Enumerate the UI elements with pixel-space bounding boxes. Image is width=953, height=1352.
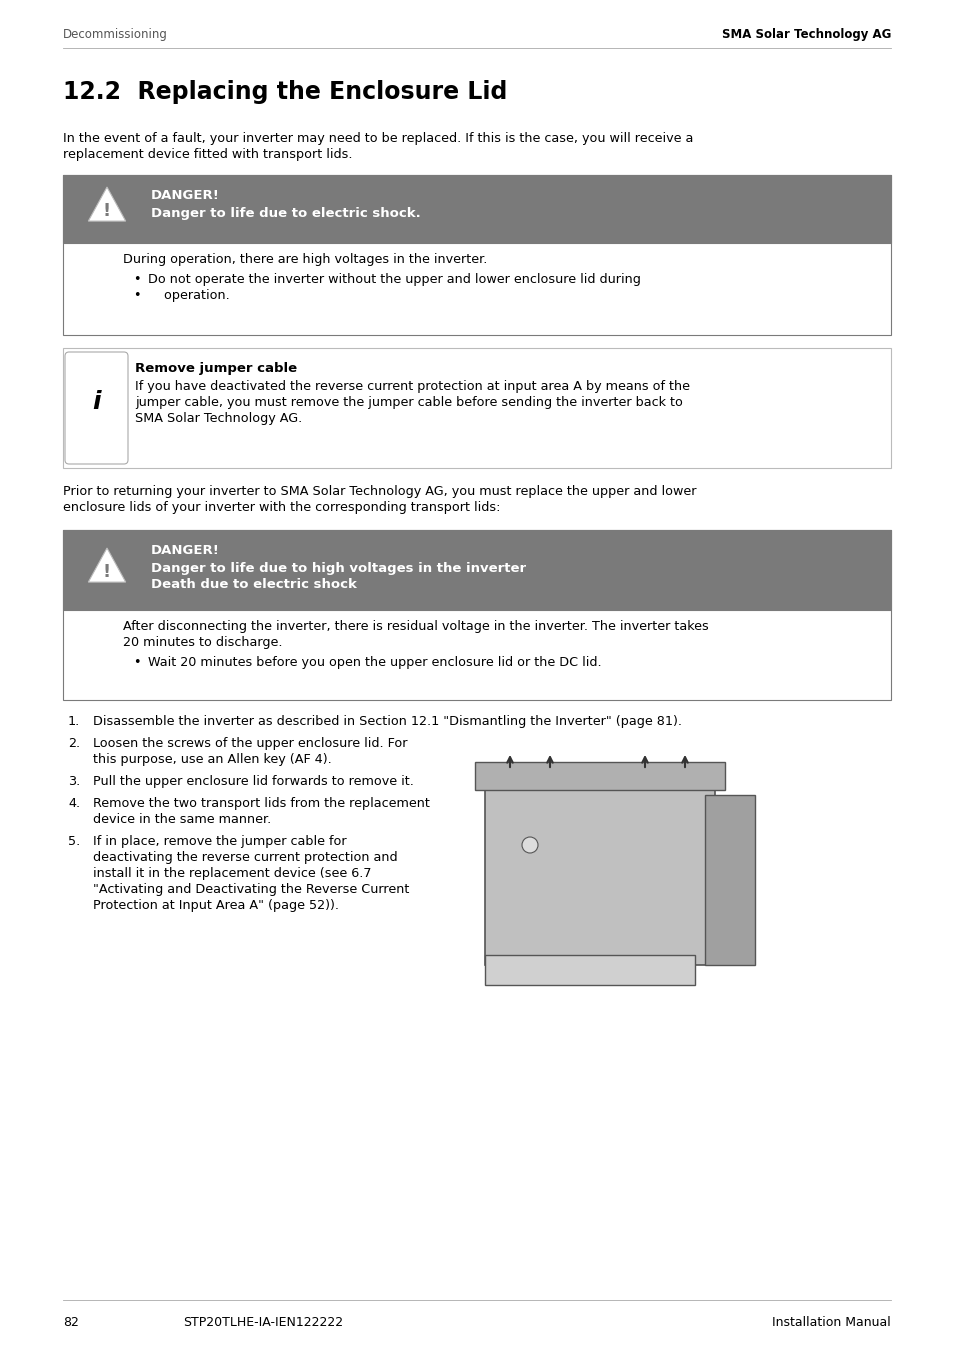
Text: If in place, remove the jumper cable for: If in place, remove the jumper cable for bbox=[92, 836, 346, 848]
Text: 3.: 3. bbox=[68, 775, 80, 788]
Bar bbox=[63, 530, 890, 700]
Text: Disassemble the inverter as described in Section 12.1 "Dismantling the Inverter": Disassemble the inverter as described in… bbox=[92, 715, 681, 727]
Text: In the event of a fault, your inverter may need to be replaced. If this is the c: In the event of a fault, your inverter m… bbox=[63, 132, 693, 145]
Text: SMA Solar Technology AG: SMA Solar Technology AG bbox=[720, 28, 890, 41]
Polygon shape bbox=[89, 548, 126, 583]
Bar bbox=[63, 530, 890, 610]
Bar bbox=[475, 763, 724, 790]
Bar bbox=[704, 795, 754, 965]
Text: Prior to returning your inverter to SMA Solar Technology AG, you must replace th: Prior to returning your inverter to SMA … bbox=[63, 485, 696, 498]
Text: Danger to life due to high voltages in the inverter: Danger to life due to high voltages in t… bbox=[151, 562, 525, 575]
Bar bbox=[484, 786, 714, 965]
Text: •: • bbox=[132, 289, 140, 301]
Text: !: ! bbox=[103, 201, 111, 220]
Polygon shape bbox=[89, 187, 126, 222]
Text: STP20TLHE-IA-IEN122222: STP20TLHE-IA-IEN122222 bbox=[183, 1315, 343, 1329]
Text: Wait 20 minutes before you open the upper enclosure lid or the DC lid.: Wait 20 minutes before you open the uppe… bbox=[148, 656, 601, 669]
Text: !: ! bbox=[103, 562, 111, 581]
Text: 20 minutes to discharge.: 20 minutes to discharge. bbox=[123, 635, 282, 649]
Text: jumper cable, you must remove the jumper cable before sending the inverter back : jumper cable, you must remove the jumper… bbox=[135, 396, 682, 410]
Text: If you have deactivated the reverse current protection at input area A by means : If you have deactivated the reverse curr… bbox=[135, 380, 689, 393]
Text: install it in the replacement device (see 6.7: install it in the replacement device (se… bbox=[92, 867, 371, 880]
Bar bbox=[63, 174, 890, 243]
FancyBboxPatch shape bbox=[65, 352, 128, 464]
Text: 12.2  Replacing the Enclosure Lid: 12.2 Replacing the Enclosure Lid bbox=[63, 80, 507, 104]
Text: this purpose, use an Allen key (AF 4).: this purpose, use an Allen key (AF 4). bbox=[92, 753, 332, 767]
Text: Pull the upper enclosure lid forwards to remove it.: Pull the upper enclosure lid forwards to… bbox=[92, 775, 414, 788]
Text: "Activating and Deactivating the Reverse Current: "Activating and Deactivating the Reverse… bbox=[92, 883, 409, 896]
Text: 5.: 5. bbox=[68, 836, 80, 848]
Text: Installation Manual: Installation Manual bbox=[771, 1315, 890, 1329]
Text: 82: 82 bbox=[63, 1315, 79, 1329]
Text: i: i bbox=[92, 389, 101, 414]
Text: Decommissioning: Decommissioning bbox=[63, 28, 168, 41]
Text: 4.: 4. bbox=[68, 796, 80, 810]
Text: Danger to life due to electric shock.: Danger to life due to electric shock. bbox=[151, 207, 420, 220]
Text: SMA Solar Technology AG.: SMA Solar Technology AG. bbox=[135, 412, 302, 425]
Text: 1.: 1. bbox=[68, 715, 80, 727]
Bar bbox=[484, 955, 695, 986]
Text: •: • bbox=[132, 273, 140, 287]
Text: Do not operate the inverter without the upper and lower enclosure lid during: Do not operate the inverter without the … bbox=[148, 273, 640, 287]
Text: Remove the two transport lids from the replacement: Remove the two transport lids from the r… bbox=[92, 796, 430, 810]
Bar bbox=[63, 347, 890, 468]
Text: 2.: 2. bbox=[68, 737, 80, 750]
Text: •: • bbox=[132, 656, 140, 669]
Bar bbox=[63, 174, 890, 335]
Text: device in the same manner.: device in the same manner. bbox=[92, 813, 271, 826]
Text: Protection at Input Area A" (page 52)).: Protection at Input Area A" (page 52)). bbox=[92, 899, 338, 913]
Text: During operation, there are high voltages in the inverter.: During operation, there are high voltage… bbox=[123, 253, 487, 266]
Text: Death due to electric shock: Death due to electric shock bbox=[151, 579, 356, 591]
Text: DANGER!: DANGER! bbox=[151, 189, 219, 201]
Text: replacement device fitted with transport lids.: replacement device fitted with transport… bbox=[63, 147, 352, 161]
Text: enclosure lids of your inverter with the corresponding transport lids:: enclosure lids of your inverter with the… bbox=[63, 502, 500, 514]
Circle shape bbox=[521, 837, 537, 853]
Text: DANGER!: DANGER! bbox=[151, 544, 219, 557]
Text: operation.: operation. bbox=[148, 289, 230, 301]
Text: Loosen the screws of the upper enclosure lid. For: Loosen the screws of the upper enclosure… bbox=[92, 737, 407, 750]
Text: deactivating the reverse current protection and: deactivating the reverse current protect… bbox=[92, 850, 397, 864]
Text: Remove jumper cable: Remove jumper cable bbox=[135, 362, 296, 375]
Text: After disconnecting the inverter, there is residual voltage in the inverter. The: After disconnecting the inverter, there … bbox=[123, 621, 708, 633]
